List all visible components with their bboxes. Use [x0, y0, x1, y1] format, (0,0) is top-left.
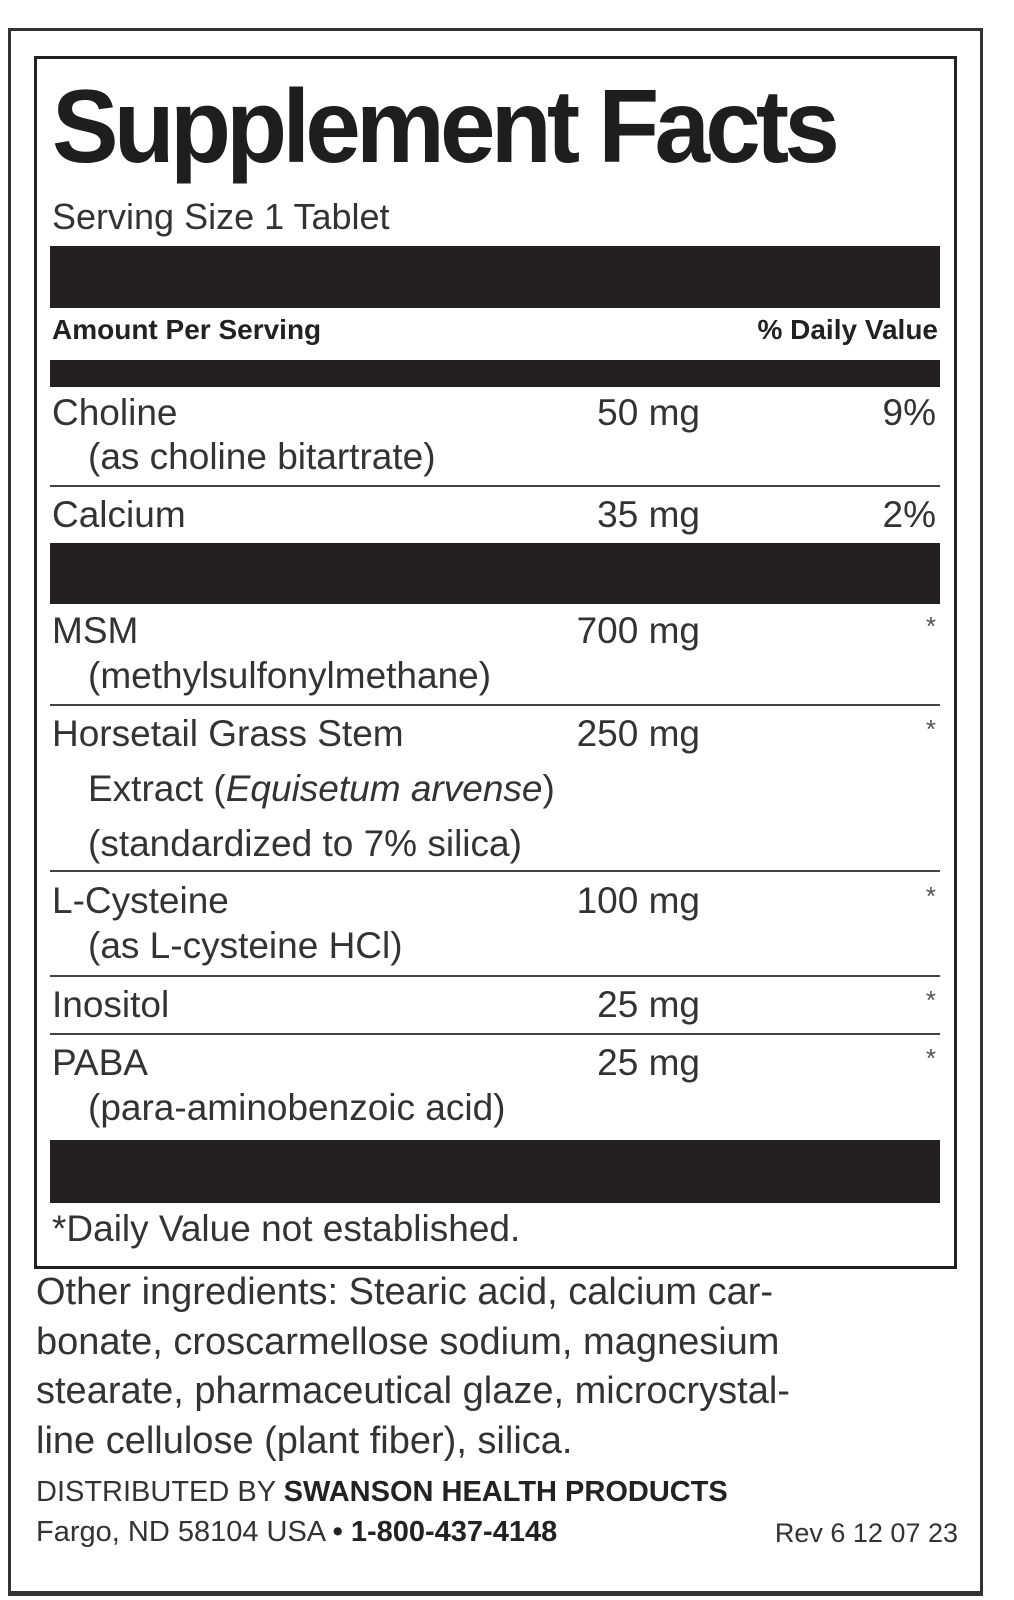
nutrient-source: (methylsulfonylmethane) — [88, 655, 492, 696]
other-ingredients-line: stearate, pharmaceutical glaze, microcry… — [36, 1370, 790, 1412]
panel-title: Supplement Facts — [52, 69, 840, 185]
nutrient-amount: 35 mg — [597, 494, 700, 535]
nutrient-source: (para-aminobenzoic acid) — [88, 1087, 506, 1128]
amount-per-serving-header: Amount Per Serving — [52, 314, 322, 345]
supplement-facts-panel — [34, 56, 957, 1269]
revision-code: Rev 6 12 07 23 — [774, 1518, 958, 1548]
nutrient-name: Horsetail Grass Stem — [52, 713, 404, 754]
row-divider — [50, 975, 940, 977]
medium-divider — [50, 360, 940, 387]
phone-number: 1-800-437-4148 — [350, 1516, 558, 1548]
nutrient-dv: * — [925, 881, 936, 911]
row-divider — [50, 485, 940, 487]
nutrient-name: L-Cysteine — [52, 880, 229, 921]
text: Extract ( — [88, 768, 226, 809]
label-outer-border — [8, 28, 983, 1596]
other-ingredients: Other ingredients: Stearic acid, calcium… — [36, 1268, 956, 1466]
row-divider — [50, 1033, 940, 1035]
thick-divider — [50, 246, 940, 308]
nutrient-name: MSM — [52, 610, 139, 651]
nutrient-name: Calcium — [52, 494, 186, 535]
distributed-by-label: DISTRIBUTED BY — [36, 1476, 276, 1508]
nutrient-dv: * — [925, 985, 936, 1015]
thick-divider — [50, 1140, 940, 1203]
address-line: Fargo, ND 58104 USA • 1-800-437-4148 — [36, 1516, 557, 1549]
daily-value-header: % Daily Value — [757, 314, 938, 345]
nutrient-standardization: (standardized to 7% silica) — [88, 823, 522, 864]
other-ingredients-line: Other ingredients: Stearic acid, calcium… — [36, 1271, 774, 1313]
text: ) — [542, 768, 555, 809]
nutrient-dv: * — [925, 611, 936, 641]
nutrient-dv: 2% — [882, 494, 936, 535]
nutrient-amount: 25 mg — [597, 1042, 700, 1083]
other-ingredients-line: bonate, croscarmellose sodium, magnesium — [36, 1320, 780, 1363]
nutrient-name: PABA — [52, 1042, 148, 1083]
nutrient-amount: 50 mg — [597, 392, 700, 433]
nutrient-amount: 700 mg — [576, 610, 700, 651]
nutrient-dv: 9% — [882, 392, 936, 433]
nutrient-source: (as L-cysteine HCl) — [88, 925, 403, 966]
nutrient-name: Choline — [52, 392, 178, 433]
other-ingredients-line: line cellulose (plant fiber), silica. — [36, 1419, 573, 1462]
thick-divider — [50, 543, 940, 604]
nutrient-amount: 250 mg — [576, 713, 700, 754]
nutrient-name: Inositol — [52, 984, 170, 1025]
nutrient-amount: 100 mg — [576, 880, 700, 921]
distributor-line: DISTRIBUTED BY SWANSON HEALTH PRODUCTS — [36, 1476, 728, 1509]
daily-value-footnote: *Daily Value not established. — [52, 1208, 521, 1249]
distributor-name: SWANSON HEALTH PRODUCTS — [283, 1476, 728, 1508]
nutrient-extract-line: Extract (Equisetum arvense) — [88, 764, 555, 814]
serving-size: Serving Size 1 Tablet — [52, 196, 390, 237]
nutrient-source: (as choline bitartrate) — [88, 436, 436, 477]
row-divider — [50, 704, 940, 706]
bullet-separator: • — [332, 1516, 343, 1548]
nutrient-amount: 25 mg — [597, 984, 700, 1025]
nutrient-dv: * — [925, 1043, 936, 1073]
latin-name: Equisetum arvense — [225, 768, 543, 809]
nutrient-dv: * — [925, 714, 936, 744]
distributor-address: Fargo, ND 58104 USA — [36, 1516, 325, 1548]
row-divider — [50, 870, 940, 872]
